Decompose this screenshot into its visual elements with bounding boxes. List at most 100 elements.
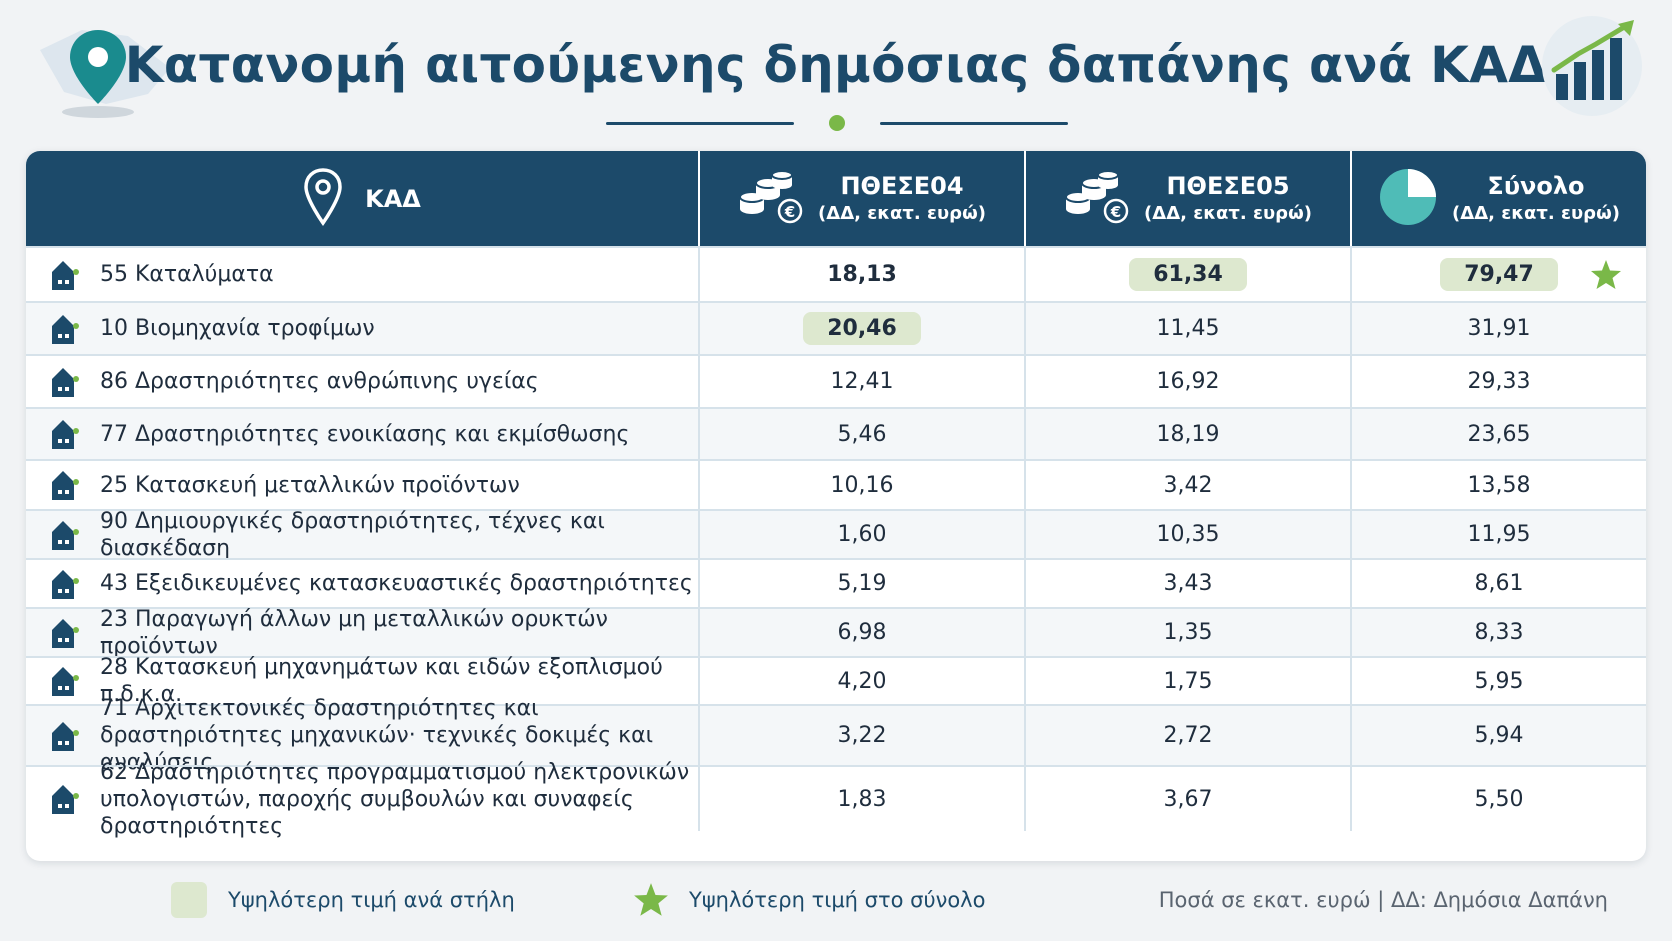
table-header: ΚΑΔ € [26,151,1646,246]
header-col1-unit: (ΔΔ, εκατ. ευρώ) [818,202,986,224]
header-col2-text: ΠΘΕΣΕ05 (ΔΔ, εκατ. ευρώ) [1144,171,1312,227]
building-icon [52,569,79,599]
kad-cell: 71 Αρχιτεκτονικές δραστηριότητες και δρα… [26,696,698,775]
value-col2-text: 3,43 [1163,571,1213,596]
value-total-text: 29,33 [1467,369,1531,394]
value-col1-text: 3,22 [837,723,887,748]
title-divider-dot [829,115,845,131]
building-icon [52,471,79,500]
value-col2: 10,35 [1024,511,1350,558]
building-icon [52,721,79,751]
value-col1-text: 10,16 [830,472,894,498]
kad-label: 25 Κατασκευή μεταλλικών προϊόντων [100,472,520,498]
value-total: 8,61 [1350,560,1646,607]
footnote: Ποσά σε εκατ. ευρώ | ΔΔ: Δημόσια Δαπάνη [1158,888,1608,912]
building-icon [52,260,79,290]
building-icon [52,618,79,648]
legend-total-max: Υψηλότερη τιμή στο σύνολο [689,888,986,912]
kad-label: 43 Εξειδικευμένες κατασκευαστικές δραστη… [100,571,693,596]
header: Κατανομή αιτούμενης δημόσιας δαπάνης ανά… [0,0,1672,140]
value-col1-highlight: 20,46 [803,312,921,345]
table-row: 25 Κατασκευή μεταλλικών προϊόντων 10,16 … [26,459,1646,509]
value-col1: 5,19 [698,560,1024,607]
kad-cell: 90 Δημιουργικές δραστηριότητες, τέχνες κ… [26,509,698,561]
value-col2: 16,92 [1024,356,1350,407]
title-divider-left [606,122,794,125]
value-total: 11,95 [1350,511,1646,558]
value-total: 13,58 [1350,461,1646,509]
kad-cell: 23 Παραγωγή άλλων μη μεταλλικών ορυκτών … [26,607,698,659]
value-total: 29,33 [1350,356,1646,407]
value-col2: 3,42 [1024,461,1350,509]
value-col2-text: 3,42 [1163,472,1213,498]
value-total: 5,94 [1350,706,1646,765]
star-icon [634,883,668,916]
value-col1-text: 1,83 [837,786,887,812]
building-icon [52,667,79,696]
table-row: 62 Δραστηριότητες προγραμματισμού ηλεκτρ… [26,760,1646,839]
value-col2-text: 2,72 [1163,723,1213,748]
svg-text:€: € [784,203,795,221]
value-col2-text: 10,35 [1156,522,1220,547]
value-col1-text: 5,19 [837,571,887,596]
kad-cell: 10 Βιομηχανία τροφίμων [26,303,698,354]
value-col2-text: 11,45 [1156,316,1220,341]
header-col2-title: ΠΘΕΣΕ05 [1166,171,1290,200]
kad-cell: 28 Κατασκευή μηχανημάτων και ειδών εξοπλ… [26,655,698,707]
value-col1: 12,41 [698,356,1024,407]
header-col3-text: Σύνολο (ΔΔ, εκατ. ευρώ) [1452,171,1620,227]
value-total: 5,95 [1350,658,1646,704]
location-pin-icon [303,167,343,231]
header-col1: € ΠΘΕΣΕ04 (ΔΔ, εκατ. ευρώ) [698,151,1024,246]
page-title: Κατανομή αιτούμενης δημόσιας δαπάνης ανά… [124,36,1548,94]
value-col1: 4,20 [698,658,1024,704]
value-col1-text: 5,46 [837,421,887,447]
value-col1: 10,16 [698,461,1024,509]
table-row: 86 Δραστηριότητες ανθρώπινης υγείας 12,4… [26,354,1646,407]
value-col2: 2,72 [1024,706,1350,765]
value-col2-text: 1,35 [1163,620,1213,645]
svg-text:€: € [1110,203,1121,221]
value-total: 5,50 [1350,767,1646,831]
value-total: 23,65 [1350,409,1646,459]
value-total: 79,47 [1350,248,1646,301]
title-divider-right [880,122,1068,125]
table-row: 43 Εξειδικευμένες κατασκευαστικές δραστη… [26,558,1646,607]
header-kad: ΚΑΔ [26,151,698,246]
table-row: 23 Παραγωγή άλλων μη μεταλλικών ορυκτών … [26,607,1646,659]
table-row: 10 Βιομηχανία τροφίμων 20,46 11,45 31,91 [26,301,1646,354]
bar-chart-icon [1540,14,1644,122]
value-total-text: 5,50 [1474,786,1524,812]
coins-euro-icon: € [738,169,804,229]
legend-highlight-swatch [171,882,207,918]
value-total-text: 13,58 [1467,472,1531,498]
value-col1-text: 4,20 [837,668,887,694]
value-col2: 3,43 [1024,560,1350,607]
legend-column-max: Υψηλότερη τιμή ανά στήλη [228,888,515,912]
value-col1-text: 18,13 [827,262,897,287]
kad-label: 23 Παραγωγή άλλων μη μεταλλικών ορυκτών … [100,606,608,659]
header-col3: Σύνολο (ΔΔ, εκατ. ευρώ) [1350,151,1646,246]
value-total-text: 5,94 [1474,723,1524,748]
pie-chart-icon [1378,167,1438,231]
table-row: 55 Καταλύματα 18,13 61,34 79,47 [26,246,1646,301]
kad-label: 71 Αρχιτεκτονικές δραστηριότητες και δρα… [100,696,654,775]
value-col2-highlight: 61,34 [1129,258,1247,291]
kad-cell: 25 Κατασκευή μεταλλικών προϊόντων [26,461,698,509]
table-row: 77 Δραστηριότητες ενοικίασης και εκμίσθω… [26,407,1646,459]
value-col2: 1,35 [1024,609,1350,656]
table-row: 71 Αρχιτεκτονικές δραστηριότητες και δρα… [26,696,1646,775]
kad-label: 55 Καταλύματα [100,262,274,287]
building-icon [52,367,79,397]
map-pin-icon [30,12,180,126]
header-col3-unit: (ΔΔ, εκατ. ευρώ) [1452,202,1620,224]
value-col2: 11,45 [1024,303,1350,354]
table-row: 28 Κατασκευή μηχανημάτων και ειδών εξοπλ… [26,655,1646,707]
value-col1: 20,46 [698,303,1024,354]
table-row: 90 Δημιουργικές δραστηριότητες, τέχνες κ… [26,509,1646,561]
header-col1-title: ΠΘΕΣΕ04 [840,171,964,200]
value-col1-text: 1,60 [837,522,887,547]
value-col1: 1,83 [698,767,1024,831]
kad-cell: 77 Δραστηριότητες ενοικίασης και εκμίσθω… [26,409,698,459]
